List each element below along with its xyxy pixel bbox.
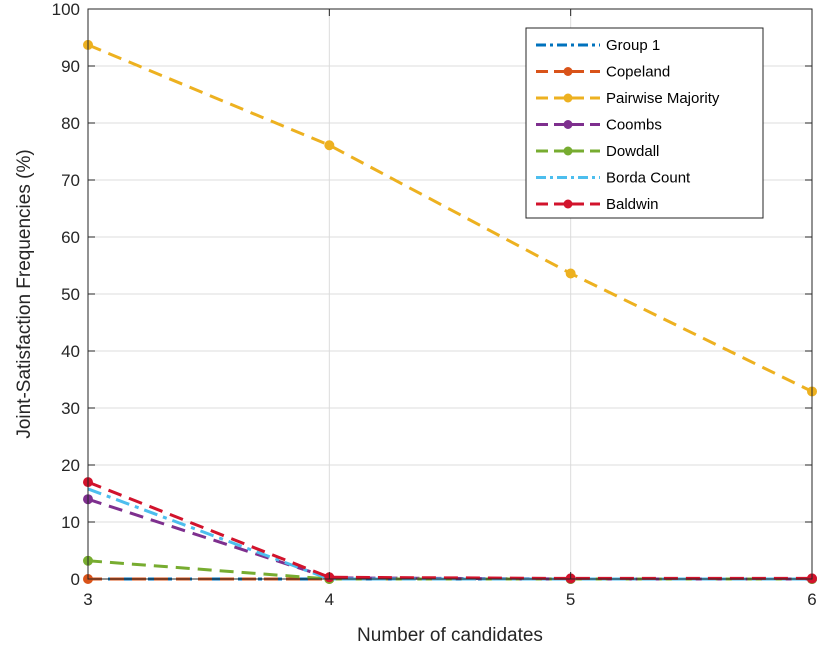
series-pairwise-majority: [83, 39, 817, 397]
x-axis-label: Number of candidates: [357, 625, 543, 646]
legend-entry-dowdall: Dowdall: [536, 143, 659, 160]
legend-entry-coombs: Coombs: [536, 117, 662, 134]
y-tick-label: 50: [61, 285, 80, 304]
x-tick-label: 4: [325, 590, 334, 609]
y-tick-label: 40: [61, 342, 80, 361]
legend: Group 1 Copeland Pairwise Majority Coombs Do…: [525, 27, 764, 219]
legend-entry-group-1: Group 1: [536, 37, 660, 54]
y-tick-label: 80: [61, 114, 80, 133]
legend-marker-dowdall: [563, 146, 573, 156]
legend-label-copeland: Copeland: [606, 64, 670, 81]
x-tick-label: 3: [83, 590, 92, 609]
y-tick-label: 30: [61, 399, 80, 418]
legend-label-coombs: Coombs: [606, 117, 662, 134]
y-axis-label: Joint-Satisfaction Frequencies (%): [14, 149, 35, 438]
series-line-borda-count: [87, 487, 812, 581]
y-tick-label: 20: [61, 456, 80, 475]
legend-marker-coombs: [563, 120, 573, 129]
y-tick-label: 90: [61, 57, 80, 76]
legend-marker-copeland: [563, 67, 573, 76]
legend-label-group-1: Group 1: [606, 37, 660, 54]
y-tick-label: 100: [52, 0, 80, 19]
y-tick-label: 10: [61, 513, 80, 532]
legend-entry-pairwise-majority: Pairwise Majority: [536, 90, 720, 107]
legend-label-dowdall: Dowdall: [606, 143, 659, 160]
axis-ticks: 0 10 20 30 40 50 60 70 80 90 100 3 4 5 6: [52, 0, 817, 609]
legend-entry-copeland: Copeland: [536, 64, 670, 81]
legend-label-borda-count: Borda Count: [606, 170, 691, 187]
data-point-pairwise-majority: [565, 268, 576, 279]
series-borda-count: [87, 487, 812, 581]
series-line-pairwise-majority: [87, 43, 813, 393]
x-tick-label: 6: [807, 590, 816, 609]
y-tick-label: 60: [61, 228, 80, 247]
legend-entry-borda-count: Borda Count: [536, 170, 691, 187]
legend-label-pairwise-majority: Pairwise Majority: [606, 90, 720, 107]
x-tick-label: 5: [566, 590, 575, 609]
y-tick-label: 0: [71, 570, 80, 589]
legend-entry-baldwin: Baldwin: [536, 196, 659, 213]
series-line-baldwin: [87, 480, 812, 580]
legend-marker-pairwise-majority: [563, 93, 573, 103]
data-point-pairwise-majority: [324, 140, 335, 151]
legend-marker-baldwin: [563, 199, 573, 209]
y-tick-label: 70: [61, 171, 80, 190]
legend-label-baldwin: Baldwin: [606, 196, 659, 213]
